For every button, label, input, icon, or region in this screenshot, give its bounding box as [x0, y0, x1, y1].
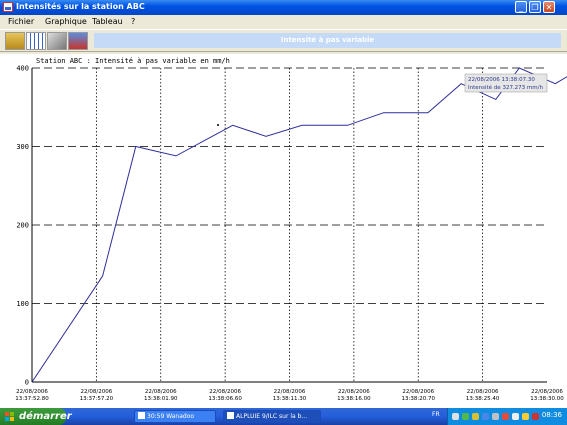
tray-volume-icon[interactable]: [492, 413, 499, 420]
windows-flag-icon: [5, 412, 14, 421]
y-tick-labels: 0 100 200 300 400: [16, 65, 29, 387]
table-icon[interactable]: [26, 32, 46, 50]
maximize-button[interactable]: ❐: [529, 1, 541, 13]
x-tick-date: 22/08/2006: [145, 389, 177, 395]
minimize-button[interactable]: _: [515, 1, 527, 13]
taskbar-item-wanadoo[interactable]: 30:59 Wanadoo: [134, 410, 216, 423]
y-tick-label: 300: [16, 143, 29, 151]
tooltip-date: 22/08/2006 13:38:07.30: [468, 77, 535, 83]
x-tick-date: 22/08/2006: [467, 389, 499, 395]
language-indicator[interactable]: FR: [432, 411, 440, 418]
x-tick-date: 22/08/2006: [531, 389, 563, 395]
x-tick-time: 13:38:20.70: [402, 396, 436, 402]
x-tick-date: 22/08/2006: [16, 389, 48, 395]
chart-area: 0 100 200 300 400 22/08/2006 13:37:52.80 22/08…: [0, 54, 567, 408]
x-tick-time: 13:37:57.20: [80, 396, 114, 402]
chart-title: Station ABC : Intensité à pas variable e…: [36, 57, 230, 65]
x-tick-time: 13:38:11.30: [273, 396, 307, 402]
tray-search-icon[interactable]: [452, 413, 459, 420]
tray-msn-icon[interactable]: [522, 413, 529, 420]
task-label: ALPLUIE 9/ILC sur la b...: [236, 413, 308, 420]
y-tick-label: 200: [16, 222, 29, 230]
system-tray: FR 08:36: [432, 408, 567, 425]
x-tick-date: 22/08/2006: [338, 389, 370, 395]
clock: 08:36: [541, 411, 562, 419]
cursor-marker: [217, 124, 219, 126]
y-tick-label: 0: [25, 379, 29, 387]
x-tick-time: 13:38:30.00: [530, 396, 564, 402]
x-tick-time: 13:37:52.80: [15, 396, 49, 402]
y-tick-label: 400: [16, 65, 29, 73]
tray-app-icon[interactable]: [532, 413, 539, 420]
tray-security-icon[interactable]: [472, 413, 479, 420]
grid: [32, 67, 547, 382]
y-tick-label: 100: [16, 300, 29, 308]
menu-help[interactable]: ?: [131, 17, 136, 26]
menu-tableau[interactable]: Tableau: [92, 17, 123, 26]
tray-update-icon[interactable]: [482, 413, 489, 420]
x-tick-date: 22/08/2006: [274, 389, 306, 395]
wanadoo-icon: [138, 412, 145, 419]
tooltip-value: Intensité de 327.273 mm/h: [468, 84, 544, 91]
x-tick-time: 13:38:06.60: [208, 396, 242, 402]
menu-bar: Fichier Graphique Tableau ?: [0, 15, 567, 28]
close-button[interactable]: ✕: [543, 1, 555, 13]
app-icon: [3, 2, 13, 12]
start-label: démarrer: [19, 411, 72, 422]
taskbar: démarrer 30:59 Wanadoo ALPLUIE 9/ILC sur…: [0, 408, 567, 425]
menu-graphique[interactable]: Graphique: [45, 17, 87, 26]
x-tick-date: 22/08/2006: [402, 389, 434, 395]
x-tick-time: 13:38:25.40: [466, 396, 500, 402]
title-bar: Intensités sur la station ABC _ ❐ ✕: [0, 0, 567, 15]
alpluie-icon: [227, 412, 234, 419]
chart-banner: Intensité à pas variable: [94, 33, 561, 48]
data-tooltip: 22/08/2006 13:38:07.30 Intensité de 327.…: [464, 73, 548, 93]
taskbar-item-alpluie[interactable]: ALPLUIE 9/ILC sur la b...: [223, 410, 321, 423]
tray-display-icon[interactable]: [512, 413, 519, 420]
x-tick-date: 22/08/2006: [209, 389, 241, 395]
x-tick-date: 22/08/2006: [81, 389, 113, 395]
print-icon[interactable]: [47, 32, 67, 50]
tray-network-icon[interactable]: [462, 413, 469, 420]
start-button[interactable]: démarrer: [0, 408, 72, 425]
task-label: 30:59 Wanadoo: [147, 413, 195, 420]
x-tick-labels: 22/08/200613:37:52.8022/08/200613:37:57.…: [15, 389, 564, 402]
tray-antivirus-icon[interactable]: [502, 413, 509, 420]
x-tick-time: 13:38:16.00: [337, 396, 371, 402]
save-icon[interactable]: [68, 32, 88, 50]
menu-fichier[interactable]: Fichier: [8, 17, 35, 26]
x-tick-time: 13:38:01.90: [144, 396, 178, 402]
data-icon[interactable]: [5, 32, 25, 50]
window-title: Intensités sur la station ABC: [16, 2, 145, 11]
